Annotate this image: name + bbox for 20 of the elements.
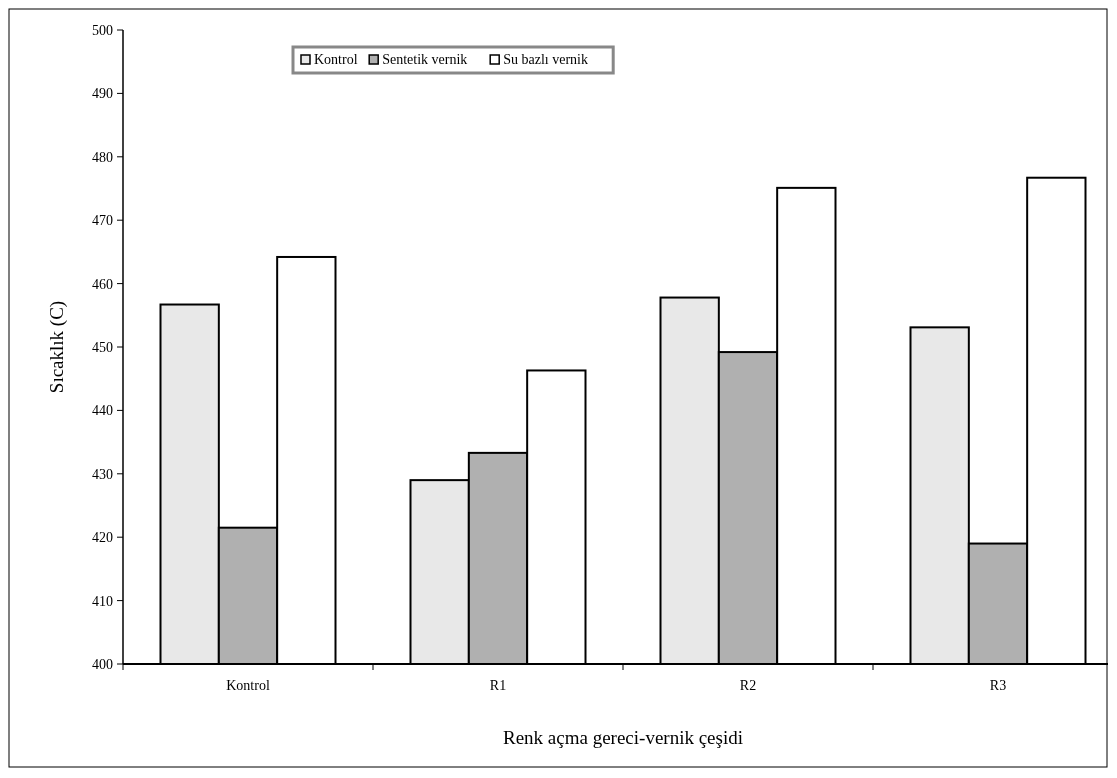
y-tick-label: 480 (92, 149, 113, 165)
y-tick-label: 500 (92, 22, 113, 38)
y-tick-label: 490 (92, 86, 113, 102)
legend-label: Su bazlı vernik (503, 52, 588, 67)
y-tick-label: 460 (92, 276, 113, 292)
y-tick-label: 450 (92, 339, 113, 355)
y-tick-label: 430 (92, 466, 113, 482)
x-axis-title: Renk açma gereci-vernik çeşidi (502, 727, 744, 748)
y-tick-label: 420 (92, 530, 113, 546)
y-tick-label: 470 (92, 213, 113, 229)
x-tick-label: R1 (489, 678, 507, 693)
x-tick-label: R3 (989, 678, 1007, 693)
y-tick-label: 440 (92, 403, 113, 419)
y-axis-title: Sıcaklık (C) (46, 300, 68, 394)
y-tick-label: 410 (92, 593, 113, 609)
x-tick-label: Kontrol (226, 678, 270, 693)
legend-label: Sentetik vernik (382, 52, 468, 67)
y-tick-label: 400 (92, 656, 113, 672)
x-tick-label: R2 (739, 678, 757, 693)
legend-label: Kontrol (314, 52, 358, 67)
